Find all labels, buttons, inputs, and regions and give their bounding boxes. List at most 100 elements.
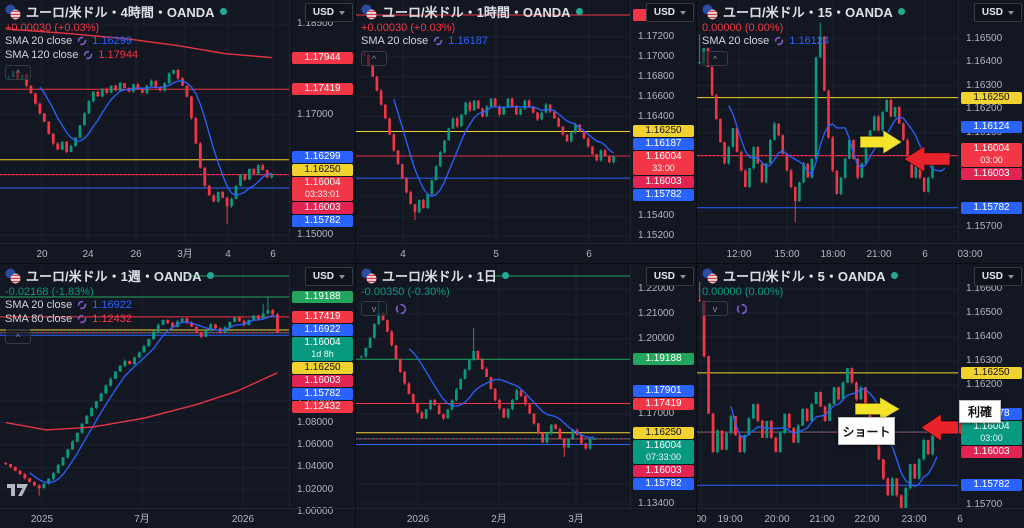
candle-body — [209, 324, 213, 331]
change-readout: 0.00000 (0.00%) — [702, 286, 784, 298]
candle-body — [885, 99, 889, 112]
sma-blue-line[interactable] — [393, 99, 615, 197]
chart-panel-4h[interactable]: 1.18500 1.17000 1.15000 1.17944 1.17419 1.162… — [0, 0, 355, 263]
candle-body — [172, 69, 175, 74]
price-axis[interactable]: 1.100001.080001.060001.040001.020001.000… — [289, 264, 355, 517]
chart-plot-area-1d[interactable] — [356, 264, 696, 508]
price-axis[interactable]: 1.172001.170001.168001.166001.164001.156… — [630, 0, 696, 243]
time-tick-label: 18:00 — [820, 249, 846, 260]
chart-plot-area-5m[interactable] — [697, 264, 1024, 508]
market-status-icon — [575, 8, 583, 15]
sma-blue-line[interactable] — [730, 388, 938, 488]
currency-dropdown[interactable]: USD — [645, 3, 694, 22]
candle-body — [32, 482, 36, 486]
time-axis[interactable]: 12:00 15:00 18:00 21:00 6 03:00 — [697, 243, 1024, 263]
annotation-text-box[interactable]: ショート — [838, 417, 895, 445]
symbol-title[interactable]: ユーロ/米ドル・15・OANDA — [723, 5, 893, 20]
time-axis[interactable]: 2026 2月 3月 — [356, 508, 696, 528]
chart-plot-area-1w[interactable] — [0, 264, 355, 508]
legend-row-1[interactable]: SMA 20 close 1.16299 — [5, 34, 227, 48]
annotation-arrow-right-icon[interactable] — [854, 396, 901, 422]
price-axis[interactable]: 1.165001.164001.163001.162001.161001.157… — [958, 0, 1024, 243]
currency-dropdown[interactable]: USD — [645, 267, 694, 286]
currency-dropdown[interactable]: USD — [973, 3, 1022, 22]
legend-row-1[interactable]: SMA 20 close 1.16922 — [5, 298, 214, 312]
currency-label: USD — [312, 271, 334, 282]
symbol-title[interactable]: ユーロ/米ドル・5・OANDA — [723, 269, 886, 284]
tradingview-logo[interactable] — [7, 482, 29, 503]
symbol-title-row[interactable]: ユーロ/米ドル・1日 — [361, 267, 509, 284]
candle-body — [47, 478, 51, 484]
candle-body — [778, 432, 782, 453]
time-axis[interactable]: 00 19:00 20:00 21:00 22:00 23:00 6 — [697, 508, 1024, 528]
candle-body — [132, 357, 136, 365]
symbol-title-row[interactable]: ユーロ/米ドル・4時間・OANDA — [5, 3, 227, 20]
symbol-title[interactable]: ユーロ/米ドル・1日 — [382, 269, 497, 284]
legend-collapse-button[interactable]: ^ — [702, 51, 728, 66]
legend-collapse-button[interactable]: ^ — [5, 329, 31, 344]
time-tick-label: 15:00 — [774, 249, 800, 260]
time-axis[interactable]: 4 5 6 — [356, 243, 696, 263]
currency-dropdown[interactable]: USD — [304, 267, 353, 286]
legend-row-1[interactable]: SMA 20 close 1.16187 — [361, 34, 583, 48]
candle-body — [823, 36, 826, 91]
candle-body — [906, 139, 909, 159]
symbol-title[interactable]: ユーロ/米ドル・1時間・OANDA — [382, 5, 571, 20]
chart-panel-5m[interactable]: 1.16600 1.16500 1.16400 1.16300 1.16200 1.157… — [697, 264, 1024, 528]
symbol-title[interactable]: ユーロ/米ドル・4時間・OANDA — [26, 5, 215, 20]
price-tick-label: 1.21000 — [638, 308, 675, 319]
legend-collapse-button[interactable]: ^ — [5, 65, 31, 80]
chart-plot-area-4h[interactable] — [0, 0, 355, 243]
symbol-title-row[interactable]: ユーロ/米ドル・1週・OANDA — [5, 267, 214, 284]
annotation-text-box[interactable]: 利確 — [959, 400, 1001, 423]
sma-blue-line[interactable] — [29, 314, 278, 484]
sma-red-line[interactable] — [5, 28, 272, 59]
time-axis[interactable]: 20 24 26 3月 4 6 — [0, 243, 355, 263]
sma-red-line[interactable] — [5, 372, 278, 431]
price-tick-label: 1.18500 — [297, 18, 334, 30]
chart-panel-1h[interactable]: 1.172001.170001.168001.166001.164001.156… — [356, 0, 696, 263]
legend-expand-button[interactable]: v — [702, 301, 728, 316]
candle-body — [540, 112, 544, 120]
refresh-icon — [775, 36, 784, 46]
chart-plot-area-15m[interactable] — [697, 0, 1024, 243]
legend-row-1[interactable]: SMA 20 close 1.16124 — [702, 34, 905, 48]
candle-body — [256, 165, 260, 174]
sma-blue-line[interactable] — [39, 80, 272, 197]
sma-blue-line[interactable] — [728, 105, 946, 176]
chart-plot-area-1h[interactable] — [356, 0, 696, 243]
candle-body — [727, 147, 731, 164]
candle-body — [541, 433, 544, 443]
chart-panel-1d[interactable]: 1.220001.210001.200001.170001.142001.134… — [356, 264, 696, 528]
symbol-title[interactable]: ユーロ/米ドル・1週・OANDA — [26, 269, 202, 284]
annotation-arrow-left-icon[interactable] — [903, 145, 951, 173]
symbol-title-row[interactable]: ユーロ/米ドル・15・OANDA — [702, 3, 905, 20]
candle-body — [75, 432, 79, 442]
currency-dropdown[interactable]: USD — [973, 267, 1022, 286]
symbol-title-row[interactable]: ユーロ/米ドル・5・OANDA — [702, 267, 898, 284]
time-tick-label: 24 — [82, 249, 94, 260]
chart-panel-15m[interactable]: 1.165001.164001.163001.162001.161001.157… — [697, 0, 1024, 263]
symbol-title-row[interactable]: ユーロ/米ドル・1時間・OANDA — [361, 3, 583, 20]
chart-panel-1w[interactable]: 1.100001.080001.060001.040001.020001.000… — [0, 264, 355, 528]
legend-row-2[interactable]: SMA 80 close 1.12432 — [5, 312, 214, 326]
candle-body — [394, 345, 398, 359]
price-axis[interactable]: 1.220001.210001.200001.170001.142001.134… — [630, 264, 696, 509]
legend-expand-button[interactable]: v — [361, 301, 387, 316]
candle-body — [123, 360, 127, 366]
candle-body — [420, 412, 424, 419]
price-axis[interactable]: 1.18500 1.17000 1.15000 1.17944 1.17419 1.162… — [289, 0, 355, 243]
legend-collapse-button[interactable]: ^ — [361, 51, 387, 66]
legend-row-2[interactable]: SMA 120 close 1.17944 — [5, 48, 227, 62]
sma-blue-line[interactable] — [408, 348, 595, 439]
symbol-pair-icon — [702, 4, 718, 19]
candle-body — [502, 408, 506, 418]
time-axis[interactable]: 2025 7月 2026 — [0, 508, 355, 528]
price-axis[interactable]: 1.16600 1.16500 1.16400 1.16300 1.16200 1.157… — [958, 264, 1024, 510]
candle-body — [707, 356, 710, 414]
legend-label: SMA 20 close — [361, 35, 429, 47]
currency-label: USD — [653, 271, 675, 282]
candle-body — [477, 100, 480, 109]
annotation-arrow-right-icon[interactable] — [859, 129, 903, 155]
currency-dropdown[interactable]: USD — [304, 3, 353, 22]
